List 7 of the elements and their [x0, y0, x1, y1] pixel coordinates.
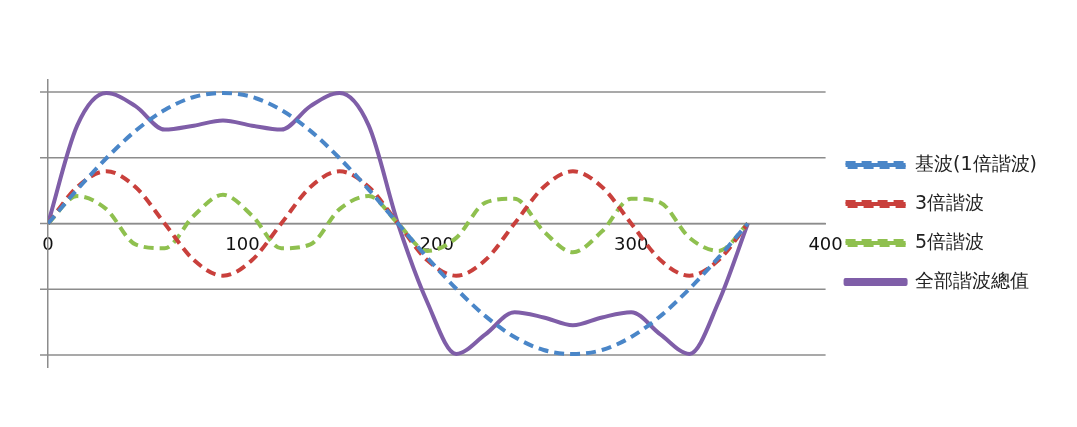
x-tick-label: 100 — [225, 232, 260, 254]
legend-label: 基波(1倍諧波) — [915, 151, 1038, 174]
legend-label: 全部諧波總值 — [915, 268, 1030, 291]
x-tick-label: 400 — [808, 232, 843, 254]
legend-label: 5倍諧波 — [915, 229, 985, 252]
legend-label: 3倍諧波 — [915, 190, 985, 213]
x-tick-label: 300 — [614, 232, 649, 254]
